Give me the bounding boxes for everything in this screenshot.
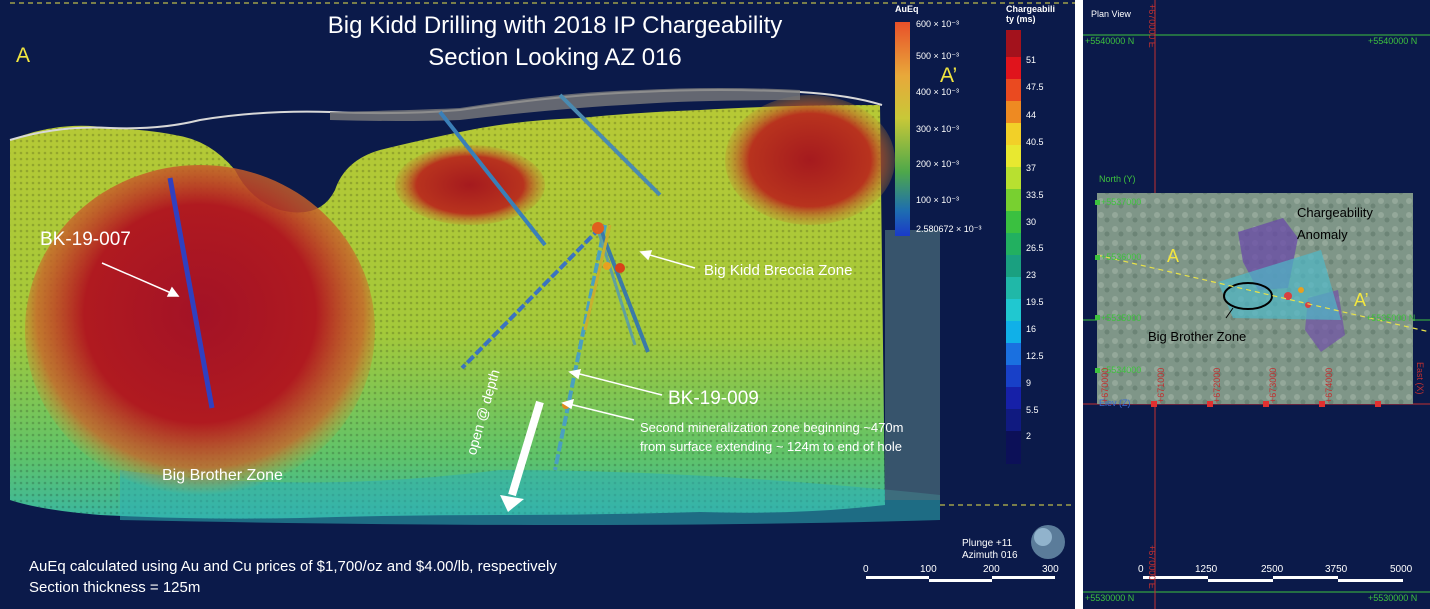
section-scale-tick: 0 [863, 564, 869, 575]
plan-scale-tick: 5000 [1390, 564, 1413, 575]
chargeability-legend-tick: 47.5 [1026, 82, 1044, 92]
azimuth-readout: Azimuth 016 [962, 550, 1018, 561]
plan-map [1083, 0, 1430, 609]
aueq-legend-tick: 300 × 10⁻³ [916, 124, 960, 134]
plan-x-tick: +670000 [1100, 367, 1110, 403]
plan-east-axis-label: East (X) [1415, 362, 1425, 395]
chargeability-legend-tick: 16 [1026, 324, 1037, 334]
footnote-aueq: AuEq calculated using Au and Cu prices o… [29, 558, 557, 575]
chargeability-legend-tick: 30 [1026, 217, 1037, 227]
plan-y-tick: +5537000 [1101, 197, 1142, 207]
section-title-line2: Section Looking AZ 016 [428, 44, 682, 71]
breccia-zone-label: Big Kidd Breccia Zone [704, 262, 853, 279]
plan-scale-tick: 2500 [1261, 564, 1284, 575]
plan-north-label: +5540000 N [1085, 36, 1135, 46]
footnote-thickness: Section thickness = 125m [29, 579, 201, 596]
aueq-legend-tick: 100 × 10⁻³ [916, 195, 960, 205]
plan-label-a-prime: A’ [1354, 290, 1369, 310]
plan-view-panel: Plan View +5540000 N +5540000 N +5530000… [1083, 0, 1430, 609]
chargeability-legend-tick: 26.5 [1026, 243, 1044, 253]
section-scale-bar [866, 576, 1055, 582]
chargeability-legend-tick: 12.5 [1026, 351, 1044, 361]
plan-scale-bar [1143, 576, 1403, 582]
chargeability-legend-tick: 33.5 [1026, 190, 1044, 200]
plan-north-label: +5540000 N [1368, 36, 1418, 46]
chargeability-legend-tick: 19.5 [1026, 297, 1044, 307]
plan-north-label: +5530000 N [1368, 593, 1418, 603]
plan-north-label: +5530000 N [1085, 593, 1135, 603]
plunge-readout: Plunge +11 [962, 538, 1013, 549]
section-label-a-prime: A’ [940, 64, 958, 87]
second-zone-note-line2: from surface extending ~ 124m to end of … [640, 439, 902, 454]
plan-x-tick: +674000 [1324, 367, 1334, 403]
drillhole-sw [460, 226, 602, 370]
plan-section-line [1096, 254, 1430, 333]
section-title-line1: Big Kidd Drilling with 2018 IP Chargeabi… [327, 12, 783, 39]
aueq-color-bar [895, 22, 910, 236]
plan-chargeability-label-1: Chargeability [1297, 205, 1373, 220]
plan-scale-tick: 1250 [1195, 564, 1218, 575]
aueq-legend-title: AuEq [895, 4, 919, 14]
plan-east-label: +670000 E [1147, 4, 1157, 48]
aueq-legend-tick: 600 × 10⁻³ [916, 19, 960, 29]
plan-big-brother-label: Big Brother Zone [1148, 329, 1247, 344]
plan-y-tick: +5535000 [1101, 313, 1142, 323]
aueq-legend-tick: 500 × 10⁻³ [916, 51, 960, 61]
section-label-a: A [16, 44, 31, 67]
chargeability-legend-tick: 51 [1026, 55, 1037, 65]
plan-x-tick: +672000 [1212, 367, 1222, 403]
section-view-panel: Big Kidd Drilling with 2018 IP Chargeabi… [0, 0, 1075, 609]
chargeability-legend-tick: 5.5 [1026, 405, 1039, 415]
section-scale-tick: 200 [983, 564, 1000, 575]
big-brother-zone-label: Big Brother Zone [162, 467, 283, 484]
aueq-legend-tick: 200 × 10⁻³ [916, 159, 960, 169]
section-scale-tick: 300 [1042, 564, 1059, 575]
aueq-legend-tick: 400 × 10⁻³ [916, 87, 960, 97]
plan-big-brother-ellipse [1223, 282, 1273, 310]
chargeability-color-bar [1006, 30, 1021, 464]
chargeability-legend-tick: 44 [1026, 110, 1037, 120]
plan-chargeability-label-2: Anomaly [1297, 227, 1348, 242]
hole-label-bk-19-007: BK-19-007 [40, 229, 131, 250]
chargeability-legend-tick: 23 [1026, 270, 1037, 280]
plan-x-tick: +671000 [1156, 367, 1166, 403]
chargeability-legend-tick: 9 [1026, 378, 1032, 388]
plan-north-axis-label: North (Y) [1099, 174, 1136, 184]
hole-label-bk-19-009: BK-19-009 [668, 388, 759, 409]
east-anomaly [725, 95, 895, 225]
plan-scale-tick: 0 [1138, 564, 1144, 575]
drillhole-east-a [438, 110, 547, 247]
second-zone-note-line1: Second mineralization zone beginning ~47… [640, 420, 904, 435]
chargeability-legend-title-2: ty (ms) [1006, 14, 1036, 24]
plan-label-a: A [1167, 246, 1180, 266]
panel-divider [1075, 0, 1083, 609]
drillhole-se [598, 227, 650, 353]
plan-scale-tick: 3750 [1325, 564, 1348, 575]
breccia-anomaly [395, 145, 545, 225]
plan-y-tick: +5536000 [1101, 252, 1142, 262]
plan-y-tick: +5534000 [1101, 365, 1142, 375]
plan-view-title: Plan View [1091, 9, 1131, 19]
drillhole-bk-19-007 [167, 177, 215, 409]
drillhole-mid [583, 224, 612, 331]
plan-elev-axis-label: Elev (Z) [1099, 398, 1131, 408]
chargeability-legend-tick: 2 [1026, 431, 1032, 441]
section-scale-tick: 100 [920, 564, 937, 575]
chargeability-legend-tick: 40.5 [1026, 137, 1044, 147]
plan-east-label: +670000 E [1147, 545, 1157, 589]
plan-x-tick: +673000 [1268, 367, 1278, 403]
chargeability-legend-tick: 37 [1026, 163, 1037, 173]
aueq-legend-tick: 2.580672 × 10⁻³ [916, 224, 982, 234]
drillhole-bk-19-009 [553, 224, 607, 471]
drillhole-east-b [558, 93, 662, 197]
plan-y-tick-right: +5535000 N [1366, 313, 1416, 323]
chargeability-legend-title-1: Chargeabili [1006, 4, 1056, 14]
plan-section-swath [1218, 250, 1341, 320]
section-model [9, 2, 1075, 582]
